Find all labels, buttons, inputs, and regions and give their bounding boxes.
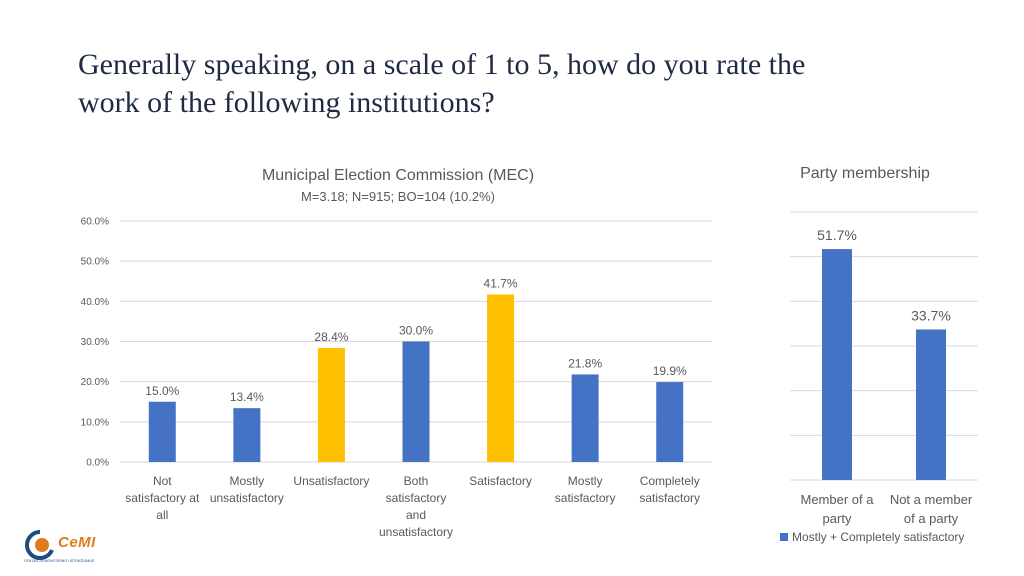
chart1-category-label: unsatisfactory xyxy=(210,491,284,505)
chart1-ytick-label: 0.0% xyxy=(86,458,109,469)
chart1-ytick-label: 60.0% xyxy=(81,217,109,228)
chart1-category-label: satisfactory at xyxy=(125,491,200,505)
chart1-ytick-label: 50.0% xyxy=(81,257,109,268)
chart2-legend-label: Mostly + Completely satisfactory xyxy=(792,530,964,544)
chart1-category-label: Not xyxy=(153,474,172,488)
chart1-category-label: Mostly xyxy=(230,474,265,488)
chart1-category-label: Completely xyxy=(640,474,700,488)
chart1-value-label: 41.7% xyxy=(484,277,518,291)
chart1-title: Municipal Election Commission (MEC) xyxy=(262,167,534,184)
chart1-category-label: satisfactory xyxy=(639,491,700,505)
chart1-ytick-label: 10.0% xyxy=(81,417,109,428)
chart2-category-label: party xyxy=(823,511,852,526)
chart1-category-label: Both xyxy=(404,474,429,488)
chart1-category-label: all xyxy=(156,508,168,522)
chart1-ytick-label: 30.0% xyxy=(81,337,109,348)
page-title-line-1: Generally speaking, on a scale of 1 to 5… xyxy=(78,48,806,81)
cemi-logo: CeMI CENTAR ZA MONITORING I ISTRAŽIVANJE xyxy=(22,528,96,568)
chart1-category-label: satisfactory xyxy=(386,491,447,505)
cemi-logo-mark xyxy=(25,530,54,560)
chart1-category-label: and xyxy=(406,508,426,522)
chart1-category-label: Mostly xyxy=(568,474,603,488)
page-title-line-2: work of the following institutions? xyxy=(78,86,495,119)
chart1-value-label: 21.8% xyxy=(568,356,602,370)
chart1-subtitle: M=3.18; N=915; BO=104 (10.2%) xyxy=(301,189,495,204)
chart1-bar xyxy=(233,408,261,462)
chart2-value-label: 51.7% xyxy=(817,227,857,243)
chart1-bar xyxy=(148,401,176,462)
chart1-bar xyxy=(487,294,515,462)
chart1-ytick-label: 40.0% xyxy=(81,297,109,308)
chart1-value-label: 28.4% xyxy=(314,330,348,344)
chart2-bar xyxy=(822,249,852,480)
chart1-value-label: 19.9% xyxy=(653,364,687,378)
chart1-category-label: Satisfactory xyxy=(469,474,532,488)
logo-subtitle: CENTAR ZA MONITORING I ISTRAŽIVANJE xyxy=(24,559,95,563)
chart1-bar xyxy=(656,382,684,462)
chart1-category-label: satisfactory xyxy=(555,491,616,505)
chart2-category-label: Member of a xyxy=(801,492,875,507)
chart1-bar xyxy=(571,374,599,462)
chart2-category-label: of a party xyxy=(904,511,959,526)
logo-name: CeMI xyxy=(58,534,96,551)
chart2-bar xyxy=(916,329,946,480)
page-title: Generally speaking, on a scale of 1 to 5… xyxy=(78,46,978,122)
chart1-value-label: 15.0% xyxy=(145,384,179,398)
chart1-bar xyxy=(402,341,430,462)
chart1-category-label: Unsatisfactory xyxy=(293,474,369,488)
chart2-title: Party membership xyxy=(800,165,930,182)
chart2-legend-swatch xyxy=(780,533,788,541)
chart1-bar xyxy=(317,347,345,462)
chart1-ytick-label: 20.0% xyxy=(81,377,109,388)
chart1-category-label: unsatisfactory xyxy=(379,525,453,539)
chart1-value-label: 30.0% xyxy=(399,324,433,338)
chart2-category-label: Not a member xyxy=(890,492,973,507)
chart2-value-label: 33.7% xyxy=(911,307,951,323)
chart1-value-label: 13.4% xyxy=(230,390,264,404)
